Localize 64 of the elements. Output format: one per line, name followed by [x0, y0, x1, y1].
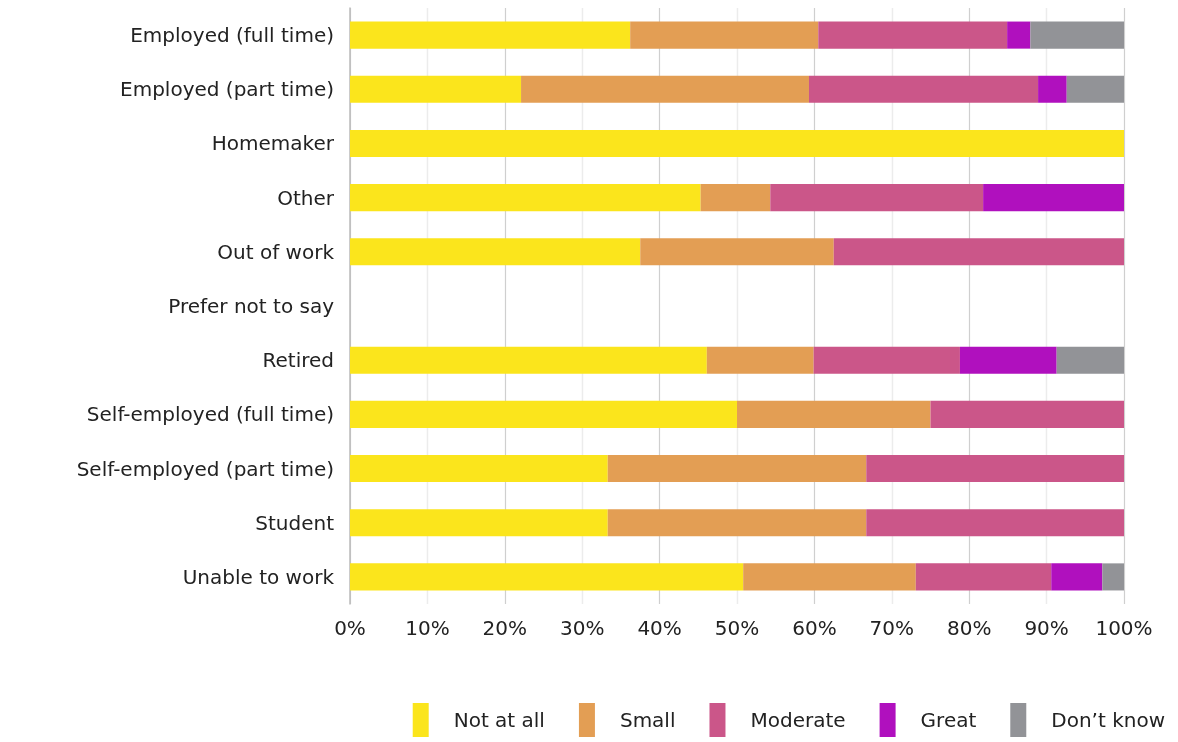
bar	[915, 563, 1052, 591]
bar	[350, 400, 737, 428]
bar	[1056, 346, 1124, 374]
x-tick-label: 40%	[637, 616, 682, 640]
bar	[350, 509, 608, 537]
bar	[630, 21, 819, 49]
bar	[607, 509, 867, 537]
y-tick-label: Prefer not to say	[168, 294, 335, 318]
legend-label: Great	[920, 708, 977, 732]
bar	[350, 238, 641, 266]
bar	[350, 563, 744, 591]
x-tick-label: 50%	[714, 616, 760, 640]
legend-label: Small	[619, 708, 676, 732]
bar	[521, 75, 809, 103]
y-tick-label: Employed (part time)	[120, 77, 334, 102]
x-tick-label: 10%	[405, 616, 450, 640]
bar	[1038, 75, 1067, 103]
x-tick-label: 90%	[1024, 616, 1069, 640]
legend-label: Don’t know	[1051, 708, 1166, 732]
bar	[866, 509, 1124, 537]
bar	[1030, 21, 1124, 49]
x-tick-label: 100%	[1095, 616, 1153, 640]
bar	[833, 238, 1124, 266]
y-tick-label: Student	[255, 510, 335, 535]
x-tick-label: 0%	[334, 616, 366, 640]
bar	[350, 75, 522, 103]
y-tick-label: Unable to work	[182, 564, 335, 589]
bar	[813, 346, 960, 374]
y-tick-label: Self-employed (part time)	[76, 456, 334, 481]
x-tick-label: 70%	[869, 616, 915, 640]
y-tick-label: Retired	[262, 348, 334, 373]
bar	[700, 184, 771, 212]
bar	[737, 400, 931, 428]
bar	[1051, 563, 1103, 591]
bar	[743, 563, 916, 591]
bar	[1102, 563, 1124, 591]
bar	[350, 21, 631, 49]
x-tick-label: 30%	[559, 616, 605, 640]
y-tick-label: Other	[277, 185, 335, 210]
legend-label: Not at all	[453, 708, 545, 732]
bar	[706, 346, 814, 374]
y-tick-label: Employed (full time)	[130, 23, 334, 48]
bar	[350, 346, 707, 374]
bar	[1066, 75, 1124, 103]
bar	[640, 238, 834, 266]
bar	[818, 21, 1008, 49]
bar	[770, 184, 984, 212]
x-tick-label: 20%	[482, 616, 528, 640]
bar	[350, 184, 701, 212]
legend-label: Moderate	[750, 708, 846, 732]
bar	[808, 75, 1039, 103]
bar	[1007, 21, 1031, 49]
bar	[350, 455, 608, 483]
y-tick-label: Homemaker	[211, 131, 335, 156]
y-tick-label: Self-employed (full time)	[86, 402, 334, 427]
bar	[983, 184, 1124, 212]
bar	[350, 129, 1124, 157]
bar	[607, 455, 867, 483]
x-tick-label: 60%	[792, 616, 837, 640]
bar	[930, 400, 1124, 428]
bar	[866, 455, 1124, 483]
x-tick-label: 80%	[946, 616, 992, 640]
bar	[959, 346, 1057, 374]
y-tick-label: Out of work	[217, 239, 335, 264]
